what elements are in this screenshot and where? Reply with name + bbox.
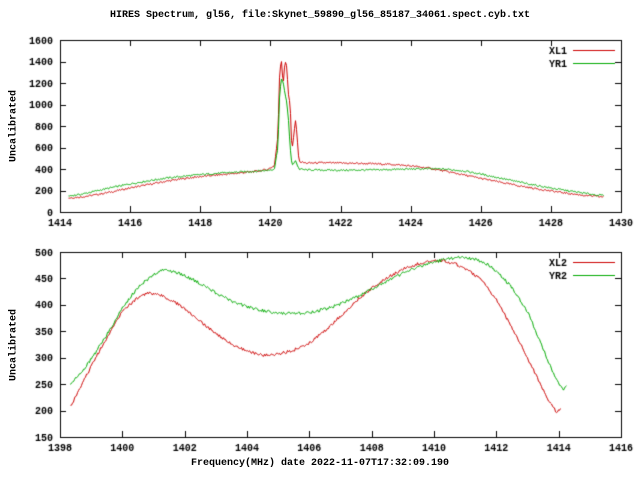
x-axis-label: Frequency(MHz) date 2022-11-07T17:32:09.… (190, 458, 450, 469)
